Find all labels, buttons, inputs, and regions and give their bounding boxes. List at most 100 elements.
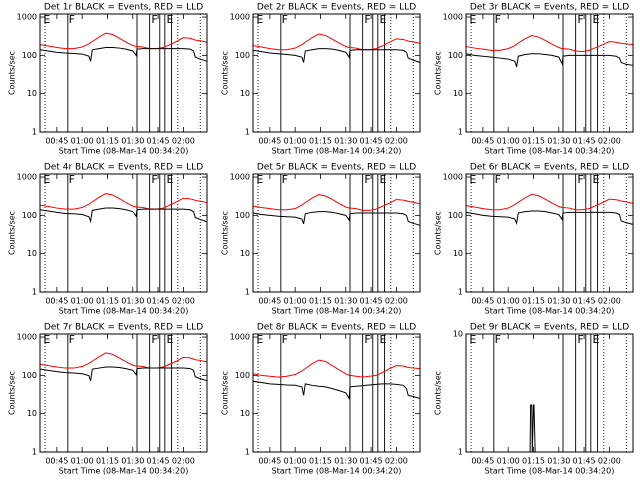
annotation: E	[256, 13, 263, 26]
panel: Det 4r BLACK = Events, RED = LLD Counts/s…	[8, 163, 208, 316]
x-tick-label: 00:45	[45, 137, 68, 146]
y-tick-label: 10	[453, 249, 463, 258]
annotation: F	[69, 13, 75, 26]
x-tick-label: 00:45	[45, 297, 68, 306]
x-axis-label: Start Time (08-Mar-14 00:34:20)	[59, 307, 189, 316]
series-line	[465, 34, 634, 53]
x-tick-label: 01:30	[121, 297, 144, 306]
y-tick-label: 10	[453, 330, 463, 339]
x-tick-label: 02:00	[172, 457, 195, 466]
annotation: E	[43, 333, 50, 346]
panel: Det 5r BLACK = Events, RED = LLD Counts/s…	[221, 163, 421, 316]
x-tick-label: 01:00	[71, 137, 94, 146]
annotation: F	[495, 333, 501, 346]
series-line	[252, 211, 421, 226]
panel-title: Det 4r BLACK = Events, RED = LLD	[44, 163, 203, 173]
y-axis-label: Counts/sec	[221, 211, 230, 255]
x-tick-label: 01:45	[573, 297, 596, 306]
x-tick-label: 02:00	[385, 457, 408, 466]
plot-frame	[39, 333, 208, 453]
y-tick-label: 10	[240, 409, 250, 418]
x-tick-label: 00:45	[258, 297, 281, 306]
annotation: F	[577, 333, 583, 346]
plot-frame	[465, 13, 634, 133]
x-tick-label: 01:15	[522, 137, 545, 146]
annotation: E	[43, 173, 50, 186]
x-tick-label: 01:45	[573, 457, 596, 466]
x-axis-label: Start Time (08-Mar-14 00:34:20)	[485, 147, 615, 156]
y-tick-label: 1	[32, 448, 37, 457]
series-line	[252, 48, 421, 64]
y-tick-label: 1	[245, 128, 250, 137]
x-tick-label: 00:45	[258, 457, 281, 466]
series-line	[252, 359, 421, 378]
x-tick-label: 02:00	[385, 137, 408, 146]
series-line	[465, 193, 634, 211]
y-tick-label: 100	[235, 211, 250, 220]
x-tick-label: 01:00	[497, 297, 520, 306]
y-tick-label: 100	[22, 51, 37, 60]
x-axis-label: Start Time (08-Mar-14 00:34:20)	[59, 467, 189, 476]
annotation: F	[151, 173, 157, 186]
x-tick-label: 02:00	[172, 297, 195, 306]
y-tick-label: 10	[27, 249, 37, 258]
annotation: F	[364, 13, 370, 26]
x-tick-label: 00:45	[471, 457, 494, 466]
x-tick-label: 01:30	[334, 137, 357, 146]
annotation: E	[380, 333, 387, 346]
plot-frame	[465, 173, 634, 293]
annotation: F	[69, 333, 75, 346]
annotation: E	[593, 13, 600, 26]
plot-frame	[252, 13, 421, 133]
panel-title: Det 9r BLACK = Events, RED = LLD	[470, 323, 629, 333]
y-tick-label: 1	[32, 128, 37, 137]
panel: Det 9r BLACK = Events, RED = LLD Counts/s…	[434, 323, 634, 476]
x-tick-label: 02:00	[172, 137, 195, 146]
x-tick-label: 00:45	[471, 297, 494, 306]
x-tick-label: 01:15	[96, 297, 119, 306]
annotation: E	[469, 333, 476, 346]
y-axis-label: Counts/sec	[8, 371, 17, 415]
annotation: F	[151, 333, 157, 346]
annotation: E	[380, 173, 387, 186]
panel: Det 8r BLACK = Events, RED = LLD Counts/s…	[221, 323, 421, 476]
annotation: F	[495, 13, 501, 26]
y-tick-label: 1000	[17, 13, 37, 22]
y-tick-label: 10	[27, 89, 37, 98]
annotation: E	[380, 13, 387, 26]
y-tick-label: 100	[235, 371, 250, 380]
x-tick-label: 01:30	[121, 137, 144, 146]
y-tick-label: 100	[448, 211, 463, 220]
y-tick-label: 1000	[443, 13, 463, 22]
y-tick-label: 100	[235, 51, 250, 60]
plot-frame	[252, 173, 421, 293]
x-tick-label: 02:00	[385, 297, 408, 306]
series-line	[39, 193, 208, 210]
panel-title: Det 8r BLACK = Events, RED = LLD	[257, 323, 416, 333]
x-tick-label: 01:00	[497, 137, 520, 146]
x-tick-label: 02:00	[598, 297, 621, 306]
x-tick-label: 01:45	[360, 297, 383, 306]
plot-frame	[252, 333, 421, 453]
x-tick-label: 01:00	[71, 457, 94, 466]
panel: Det 7r BLACK = Events, RED = LLD Counts/s…	[8, 323, 208, 476]
annotation: E	[256, 333, 263, 346]
annotation: F	[364, 333, 370, 346]
series-line	[252, 193, 421, 211]
x-tick-label: 01:30	[547, 297, 570, 306]
y-tick-label: 1000	[443, 173, 463, 182]
y-tick-label: 1000	[17, 173, 37, 182]
x-tick-label: 01:00	[284, 457, 307, 466]
panel: Det 6r BLACK = Events, RED = LLD Counts/s…	[434, 163, 634, 316]
annotation: E	[593, 333, 600, 346]
y-tick-label: 100	[22, 371, 37, 380]
y-tick-label: 100	[448, 51, 463, 60]
x-tick-label: 01:30	[334, 457, 357, 466]
annotation: E	[167, 333, 174, 346]
annotation: F	[282, 13, 288, 26]
panel: Det 3r BLACK = Events, RED = LLD Counts/s…	[434, 3, 634, 156]
y-axis-label: Counts/sec	[8, 211, 17, 255]
panel-title: Det 5r BLACK = Events, RED = LLD	[257, 163, 416, 173]
panel: Det 1r BLACK = Events, RED = LLD Counts/s…	[8, 3, 208, 156]
